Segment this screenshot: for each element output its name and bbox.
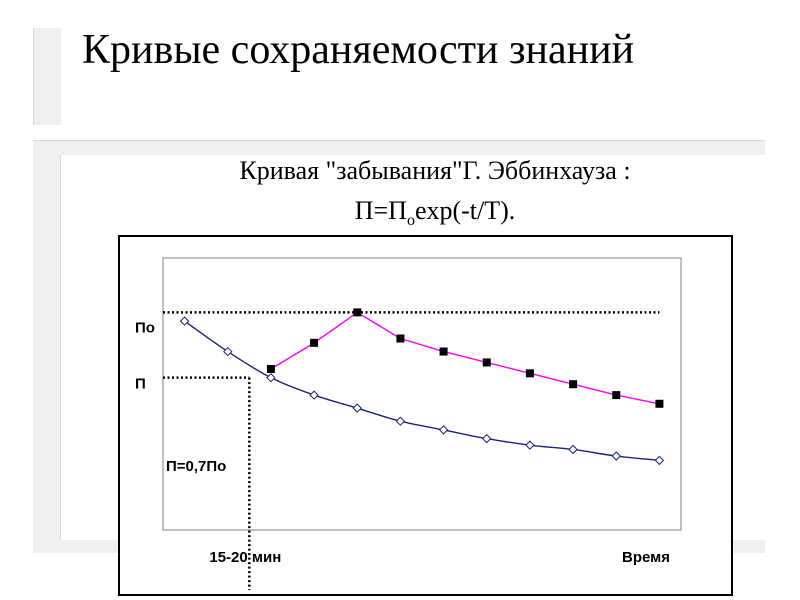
series-0-point-4	[352, 403, 362, 413]
series-1-point-1	[310, 338, 319, 347]
series-1-point-4	[439, 347, 448, 356]
series-0-point-6	[438, 425, 449, 435]
series-1-point-9	[655, 399, 664, 408]
formula: П=Поexp(-t/T).	[110, 196, 760, 230]
annotation-label: П=0,7По	[166, 458, 226, 475]
series-0-point-8	[525, 440, 535, 450]
forgetting-curve-chart: По П П=0,7По 15-20 мин Время	[135, 257, 682, 590]
series-1-point-0	[266, 364, 275, 373]
series-0-point-11	[654, 455, 665, 466]
series-1-point-6	[525, 369, 534, 378]
series-1-line	[270, 311, 660, 405]
series-1-point-3	[396, 334, 405, 343]
series-0-point-2	[266, 372, 276, 383]
series-0-point-1	[223, 346, 233, 357]
plot-area	[162, 257, 682, 531]
series-0-line	[184, 320, 660, 462]
formula-right: exp(-t/T).	[414, 196, 516, 225]
formula-subscript: о	[406, 212, 415, 230]
series-1-point-7	[569, 380, 578, 389]
x-tick-label: 15-20 мин	[209, 549, 281, 566]
series-1-point-2	[353, 308, 362, 317]
series-1-point-8	[612, 391, 621, 400]
chart-frame	[118, 235, 733, 596]
series-0-point-5	[395, 416, 406, 426]
page-title: Кривые сохраняемости знаний	[82, 27, 635, 73]
formula-left: П=П	[354, 196, 407, 225]
y-tick-label-po: По	[135, 319, 155, 336]
series-0-point-7	[482, 433, 492, 444]
series-0-point-3	[309, 390, 319, 400]
y-tick-label-p: П	[135, 376, 146, 393]
series-1-point-5	[482, 358, 491, 367]
series-0-point-9	[568, 444, 578, 455]
title-accent-bar	[33, 28, 61, 125]
series-0-point-10	[611, 451, 621, 461]
chart-caption: Кривая "забывания"Г. Эббинхауза :	[239, 156, 631, 185]
content-accent-bar	[33, 155, 60, 540]
series-0-point-0	[179, 316, 190, 326]
x-axis-label: Время	[622, 549, 670, 566]
